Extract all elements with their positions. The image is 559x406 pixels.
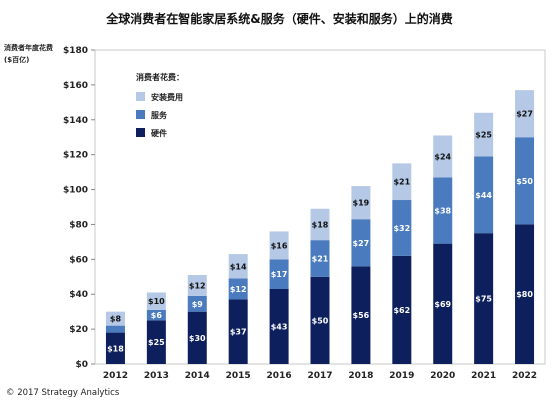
y-tick-label: $60 (69, 255, 88, 265)
y-tick-label: $180 (63, 46, 88, 56)
bar-value-label: $25 (148, 338, 165, 347)
x-tick-label: 2015 (226, 371, 251, 381)
y-tick-label: $140 (63, 116, 88, 126)
bar-value-label: $25 (475, 131, 492, 140)
bar-value-label: $37 (230, 328, 247, 337)
legend-swatch (136, 128, 145, 137)
bar-value-label: $30 (189, 334, 206, 343)
bar-segment-service (106, 326, 125, 333)
bar-value-label: $62 (393, 306, 410, 315)
y-tick-label: $20 (69, 325, 88, 335)
legend-label: 服务 (151, 110, 168, 120)
y-tick-label: $100 (63, 186, 88, 196)
bar-value-label: $18 (312, 220, 329, 229)
x-tick-label: 2018 (348, 371, 373, 381)
bar-value-label: $21 (393, 178, 410, 187)
y-tick-label: $80 (69, 220, 88, 230)
x-tick-label: 2013 (144, 371, 169, 381)
bar-value-label: $27 (353, 239, 370, 248)
bar-value-label: $10 (148, 297, 165, 306)
copyright-note: © 2017 Strategy Analytics (6, 388, 119, 398)
bar-value-label: $21 (312, 254, 329, 263)
y-tick-label: $120 (63, 151, 88, 161)
bar-value-label: $43 (271, 322, 288, 331)
x-tick-label: 2019 (389, 371, 414, 381)
x-tick-label: 2017 (307, 371, 332, 381)
legend-swatch (136, 110, 145, 119)
bar-value-label: $12 (189, 282, 206, 291)
legend-title: 消费者花费： (136, 72, 184, 82)
bar-value-label: $17 (271, 270, 288, 279)
bar-value-label: $6 (151, 311, 163, 320)
bar-value-label: $69 (434, 300, 451, 309)
bar-value-label: $27 (516, 110, 533, 119)
bar-value-label: $19 (353, 199, 370, 208)
x-tick-label: 2022 (512, 371, 537, 381)
x-tick-label: 2014 (185, 371, 210, 381)
bar-value-label: $16 (271, 241, 288, 250)
bar-value-label: $50 (516, 177, 533, 186)
bar-value-label: $24 (434, 152, 451, 161)
x-tick-label: 2021 (471, 371, 496, 381)
y-tick-label: $40 (69, 290, 88, 300)
bar-value-label: $50 (312, 316, 329, 325)
y-tick-label: $0 (75, 360, 88, 370)
x-tick-label: 2020 (430, 371, 455, 381)
bar-value-label: $14 (230, 262, 247, 271)
legend-label: 安装费用 (151, 92, 183, 102)
y-tick-label: $160 (63, 81, 88, 91)
bar-value-label: $80 (516, 290, 533, 299)
bar-value-label: $9 (192, 300, 204, 309)
x-tick-label: 2012 (103, 371, 128, 381)
x-tick-label: 2016 (267, 371, 292, 381)
bar-value-label: $12 (230, 285, 247, 294)
legend-swatch (136, 92, 145, 101)
bar-value-label: $56 (353, 311, 370, 320)
bar-value-label: $44 (475, 191, 492, 200)
bar-value-label: $32 (393, 224, 410, 233)
bar-value-label: $38 (434, 206, 451, 215)
legend-label: 硬件 (151, 128, 167, 138)
bar-value-label: $8 (110, 315, 122, 324)
bar-value-label: $18 (107, 344, 124, 353)
bar-value-label: $75 (475, 295, 492, 304)
